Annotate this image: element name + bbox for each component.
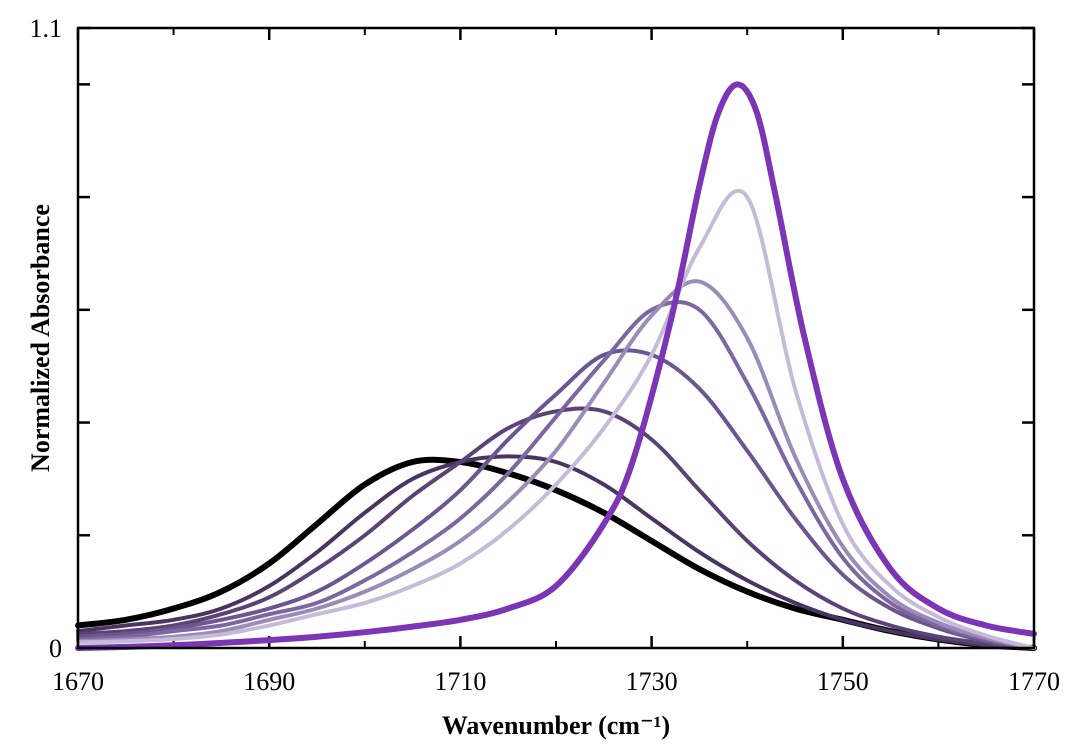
tick-labels: 1670 1690 1710 1730 1750 1770 0 1.1	[30, 14, 1061, 696]
x-tick-label: 1690	[243, 667, 295, 696]
x-tick-label: 1750	[817, 667, 869, 696]
axis-ticks	[76, 26, 1036, 650]
y-tick-label: 1.1	[30, 14, 63, 43]
x-axis-title: Wavenumber (cm⁻¹)	[442, 711, 670, 740]
y-tick-label: 0	[49, 634, 62, 663]
x-tick-label: 1730	[626, 667, 678, 696]
plot-frame	[76, 26, 1036, 650]
series-line-4	[76, 348, 1036, 650]
series-line-3	[76, 406, 1036, 650]
series-line-5	[76, 300, 1036, 650]
x-tick-label: 1770	[1008, 667, 1060, 696]
x-tick-label: 1710	[434, 667, 486, 696]
series-line-8	[75, 81, 1037, 651]
series-layer	[75, 81, 1037, 651]
y-axis-title: Normalized Absorbance	[26, 204, 55, 472]
series-line-2	[76, 454, 1036, 650]
series-line-6	[76, 279, 1036, 650]
series-line-7	[76, 188, 1036, 650]
x-tick-label: 1670	[52, 667, 104, 696]
